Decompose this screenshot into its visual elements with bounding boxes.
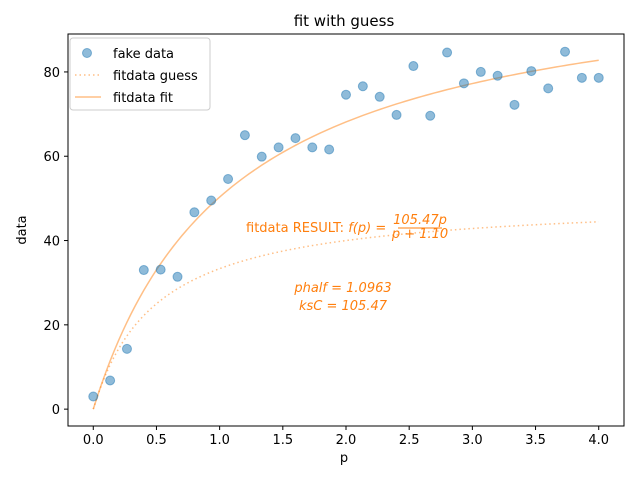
x-tick-label: 0.0 [83,433,104,448]
legend-marker-fake-data [82,48,92,58]
y-axis-ticks: 0 20 40 60 80 [43,66,68,418]
fit-result-prefix: fitdata RESULT: [246,221,348,236]
data-point [324,144,335,155]
data-point [543,83,554,94]
fit-curve [92,59,599,410]
y-axis-label: data [15,215,30,244]
x-tick-label: 0.5 [146,433,167,448]
legend-label-fake-data: fake data [113,47,174,62]
data-point [374,91,385,102]
x-axis-label: p [340,451,348,466]
x-axis-ticks: 0.0 0.5 1.0 1.5 2.0 2.5 3.0 3.5 4.0 [83,426,609,448]
data-point [256,151,267,162]
legend-label-guess: fitdata guess [113,69,198,84]
data-point [290,133,301,144]
data-point [223,173,234,184]
data-point [560,46,571,57]
data-point [576,72,587,83]
data-point [239,130,250,141]
data-point [391,109,402,120]
x-tick-label: 3.5 [525,433,546,448]
fit-result-annotation: fitdata RESULT: f(p) = 105.47p p + 1.10 [246,213,448,242]
data-point [408,61,419,72]
data-point [121,343,132,354]
y-tick-label: 60 [43,150,60,165]
fit-result-numerator: 105.47p [393,213,447,228]
x-tick-label: 4.0 [588,433,609,448]
data-point [341,89,351,100]
data-point [509,99,520,110]
data-point [458,78,469,89]
x-tick-label: 2.5 [399,433,420,448]
param-annotation: phalf = 1.0963 ksC = 105.47 [293,281,391,314]
guess-curve [92,221,599,410]
fit-result-equals: = [371,221,386,236]
fit-result-function: f(p) [348,221,371,236]
data-point [475,66,486,77]
data-point [88,391,99,402]
data-point [357,81,368,92]
data-point [593,72,604,83]
param-phalf-text: phalf = 1.0963 [293,281,391,296]
legend: fake data fitdata guess fitdata fit [69,37,211,111]
y-tick-label: 40 [43,235,60,250]
y-tick-label: 0 [52,403,60,418]
data-point [307,142,318,153]
x-tick-label: 3.0 [462,433,483,448]
param-ksc-text: ksC = 105.47 [299,299,388,314]
chart-title: fit with guess [294,12,395,30]
plot-layer [88,46,604,410]
x-tick-label: 2.0 [336,433,357,448]
data-point [526,66,537,77]
data-point [172,271,183,282]
data-point [425,110,436,121]
fit-result-text: fitdata RESULT: f(p) = [246,221,386,236]
fit-result-denominator: p + 1.10 [391,227,448,242]
data-point [273,142,284,153]
data-point [492,70,503,81]
data-point [442,47,453,58]
y-tick-label: 80 [43,66,60,81]
data-point [155,264,166,275]
legend-box [69,37,211,111]
data-point [206,195,217,206]
x-tick-label: 1.5 [272,433,293,448]
data-point [105,375,116,386]
data-point [138,265,149,276]
x-tick-label: 1.0 [209,433,230,448]
data-point [189,207,200,218]
legend-label-fit: fitdata fit [113,91,173,106]
y-tick-label: 20 [43,319,60,334]
